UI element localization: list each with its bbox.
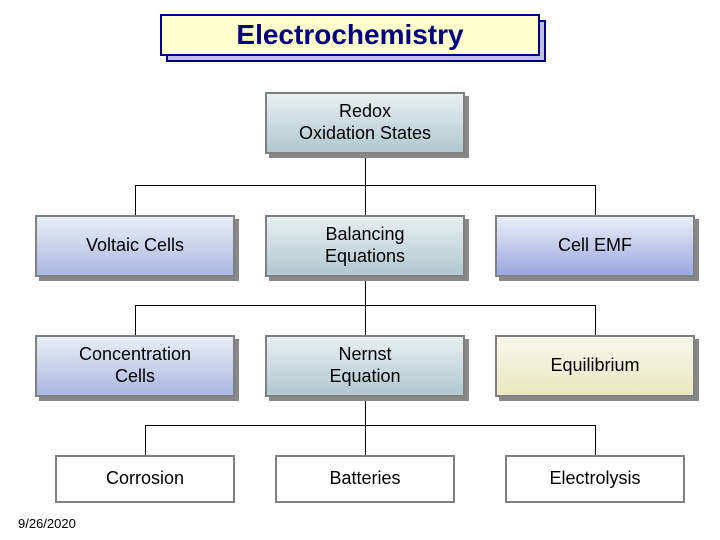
node-root: Redox Oxidation States xyxy=(265,92,465,154)
node-label: Electrolysis xyxy=(549,468,640,490)
connector-line xyxy=(365,397,366,425)
node-r3c1: Corrosion xyxy=(55,455,235,503)
node-label: Equilibrium xyxy=(550,355,639,377)
connector-line xyxy=(135,305,136,335)
connector-line xyxy=(365,277,366,305)
slide-date: 9/26/2020 xyxy=(18,516,76,531)
node-label: Batteries xyxy=(329,468,400,490)
node-label: Voltaic Cells xyxy=(86,235,184,257)
node-r2c2: Nernst Equation xyxy=(265,335,465,397)
title-text: Electrochemistry xyxy=(236,19,463,51)
node-r2c1: Concentration Cells xyxy=(35,335,235,397)
connector-line xyxy=(595,305,596,335)
node-label: Nernst Equation xyxy=(329,344,400,387)
node-label: Redox Oxidation States xyxy=(299,101,431,144)
node-label: Balancing Equations xyxy=(325,224,405,267)
connector-line xyxy=(365,154,366,185)
connector-line xyxy=(365,185,366,215)
connector-line xyxy=(145,425,595,426)
node-label: Concentration Cells xyxy=(79,344,191,387)
title-box: Electrochemistry xyxy=(160,14,540,56)
node-r3c3: Electrolysis xyxy=(505,455,685,503)
connector-line xyxy=(145,425,146,455)
node-r1c2: Balancing Equations xyxy=(265,215,465,277)
connector-line xyxy=(135,185,136,215)
node-label: Cell EMF xyxy=(558,235,632,257)
node-r3c2: Batteries xyxy=(275,455,455,503)
node-r2c3: Equilibrium xyxy=(495,335,695,397)
node-label: Corrosion xyxy=(106,468,184,490)
connector-line xyxy=(365,305,366,335)
node-r1c3: Cell EMF xyxy=(495,215,695,277)
connector-line xyxy=(365,425,366,455)
connector-line xyxy=(595,185,596,215)
connector-line xyxy=(595,425,596,455)
node-r1c1: Voltaic Cells xyxy=(35,215,235,277)
